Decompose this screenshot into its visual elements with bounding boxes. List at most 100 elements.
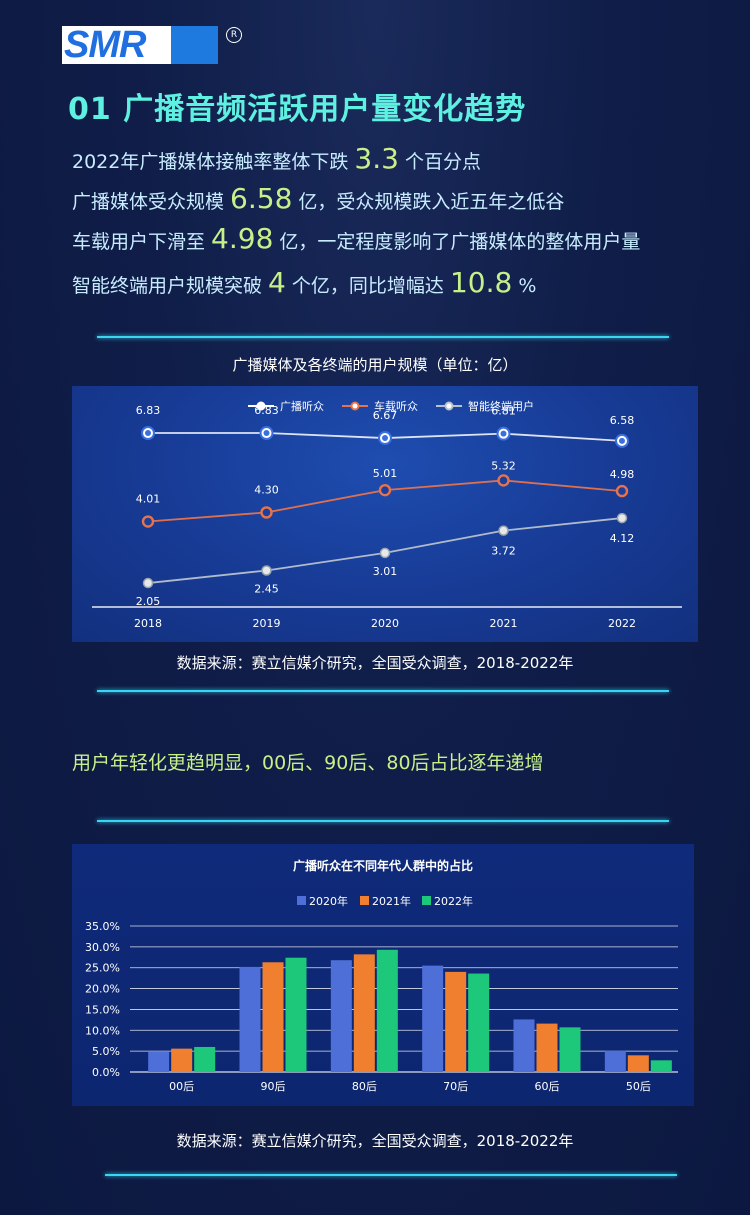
data-point-core bbox=[382, 435, 388, 442]
data-label: 3.72 bbox=[491, 545, 516, 558]
y-tick-label: 15.0% bbox=[85, 1003, 120, 1016]
bullet-2: 广播媒体受众规模 6.58 亿，受众规模跌入近五年之低谷 bbox=[72, 182, 565, 215]
x-tick-label: 00后 bbox=[169, 1080, 194, 1093]
bar bbox=[627, 1055, 649, 1072]
y-tick-label: 0.0% bbox=[92, 1066, 120, 1079]
y-tick-label: 35.0% bbox=[85, 920, 120, 933]
legend-marker bbox=[444, 401, 454, 411]
legend-marker bbox=[350, 401, 360, 411]
data-point-core bbox=[263, 430, 270, 437]
bar bbox=[422, 965, 444, 1072]
x-tick-label: 2022 bbox=[608, 617, 636, 630]
bar bbox=[148, 1051, 170, 1072]
data-point bbox=[379, 547, 391, 559]
bar bbox=[559, 1027, 581, 1072]
chart1-caption: 广播媒体及各终端的用户规模（单位：亿） bbox=[232, 356, 518, 374]
data-point bbox=[498, 525, 509, 536]
x-tick-label: 2019 bbox=[253, 617, 281, 630]
bullet-1: 2022年广播媒体接触率整体下跌 3.3 个百分点 bbox=[72, 142, 481, 175]
legend-swatch bbox=[297, 896, 306, 905]
bar bbox=[376, 949, 398, 1072]
data-point bbox=[142, 577, 154, 589]
data-label: 3.01 bbox=[373, 565, 398, 578]
divider-2 bbox=[97, 690, 669, 692]
data-point bbox=[378, 483, 392, 497]
section-title: 01 广播音频活跃用户量变化趋势 bbox=[68, 92, 527, 127]
bar bbox=[330, 960, 352, 1072]
data-label: 6.67 bbox=[373, 409, 398, 422]
y-tick-label: 10.0% bbox=[85, 1024, 120, 1037]
x-tick-label: 2020 bbox=[371, 617, 399, 630]
legend-label: 智能终端用户 bbox=[468, 399, 534, 413]
logo-badge bbox=[62, 26, 218, 64]
bar bbox=[604, 1050, 626, 1072]
chart-title: 广播听众在不同年代人群中的占比 bbox=[293, 858, 473, 873]
subheading: 用户年轻化更趋明显，00后、90后、80后占比逐年递增 bbox=[72, 752, 544, 774]
line-chart: 广播听众 车载听众 智能终端用户 2018 2019 2020 2021 2022 6.83 6.… bbox=[92, 399, 682, 630]
bullet-4: 智能终端用户规模突破 4 个亿，同比增幅达 10.8 % bbox=[72, 266, 537, 299]
logo: SMR bbox=[64, 24, 146, 66]
bullet-3: 车载用户下滑至 4.98 亿，一定程度影响了广播媒体的整体用户量 bbox=[72, 222, 641, 255]
legend-marker bbox=[256, 401, 266, 411]
bar bbox=[650, 1060, 672, 1072]
chart1-panel: 广播听众 车载听众 智能终端用户 2018 2019 2020 2021 2022 6.83 6.… bbox=[72, 386, 698, 642]
divider-1 bbox=[97, 336, 669, 338]
data-label: 4.30 bbox=[254, 483, 279, 496]
x-tick-label: 80后 bbox=[352, 1080, 377, 1093]
bar bbox=[445, 971, 467, 1072]
data-point bbox=[260, 506, 273, 519]
y-tick-label: 20.0% bbox=[85, 983, 120, 996]
data-point bbox=[261, 565, 272, 576]
data-label: 4.01 bbox=[136, 493, 161, 506]
bar bbox=[536, 1023, 558, 1072]
data-point bbox=[615, 484, 629, 498]
legend-label: 2022年 bbox=[434, 894, 473, 908]
legend-label: 车载听众 bbox=[374, 399, 418, 413]
x-tick-label: 60后 bbox=[535, 1080, 560, 1093]
legend-label: 2021年 bbox=[372, 894, 411, 908]
bar bbox=[468, 973, 490, 1072]
data-label: 4.98 bbox=[610, 468, 635, 481]
data-point-core bbox=[500, 430, 507, 437]
x-tick-label: 50后 bbox=[626, 1080, 651, 1093]
bar bbox=[171, 1048, 193, 1072]
x-tick-label: 2021 bbox=[490, 617, 518, 630]
data-label: 2.05 bbox=[136, 595, 161, 608]
registered-mark: R bbox=[226, 27, 242, 43]
data-label: 5.32 bbox=[491, 459, 516, 472]
y-tick-label: 30.0% bbox=[85, 941, 120, 954]
x-tick-label: 2018 bbox=[134, 617, 162, 630]
source-note-2: 数据来源：赛立信媒介研究，全国受众调查，2018-2022年 bbox=[176, 1132, 574, 1150]
data-label: 6.83 bbox=[254, 404, 279, 417]
divider-4 bbox=[105, 1174, 677, 1176]
legend-label: 2020年 bbox=[309, 894, 348, 908]
data-label: 6.81 bbox=[491, 405, 516, 418]
x-tick-label: 90后 bbox=[261, 1080, 286, 1093]
data-label: 6.58 bbox=[610, 414, 635, 427]
legend-swatch bbox=[360, 896, 369, 905]
legend-swatch bbox=[422, 896, 431, 905]
data-label: 2.45 bbox=[254, 582, 279, 595]
x-tick-label: 70后 bbox=[443, 1080, 468, 1093]
chart2-panel: 广播听众在不同年代人群中的占比 2020年 2021年 2022年 35.0% 30.0%… bbox=[72, 844, 694, 1106]
data-label: 6.83 bbox=[136, 404, 161, 417]
bar bbox=[285, 957, 307, 1072]
bar bbox=[262, 962, 284, 1072]
bar-chart: 广播听众在不同年代人群中的占比 2020年 2021年 2022年 35.0% 30.0%… bbox=[85, 858, 678, 1093]
data-point bbox=[497, 474, 510, 487]
data-label: 5.01 bbox=[373, 467, 398, 480]
data-point bbox=[141, 515, 155, 528]
data-point-core bbox=[619, 437, 625, 444]
divider-3 bbox=[97, 820, 669, 822]
bar bbox=[513, 1019, 535, 1072]
data-label: 4.12 bbox=[610, 532, 635, 545]
bar bbox=[194, 1046, 216, 1072]
data-point bbox=[616, 512, 628, 524]
y-tick-label: 25.0% bbox=[85, 962, 120, 975]
y-tick-label: 5.0% bbox=[92, 1045, 120, 1058]
bar bbox=[353, 954, 375, 1072]
source-note-1: 数据来源：赛立信媒介研究，全国受众调查，2018-2022年 bbox=[176, 654, 574, 672]
legend-label: 广播听众 bbox=[280, 399, 324, 413]
bar bbox=[239, 966, 261, 1072]
data-point-core bbox=[145, 430, 151, 437]
